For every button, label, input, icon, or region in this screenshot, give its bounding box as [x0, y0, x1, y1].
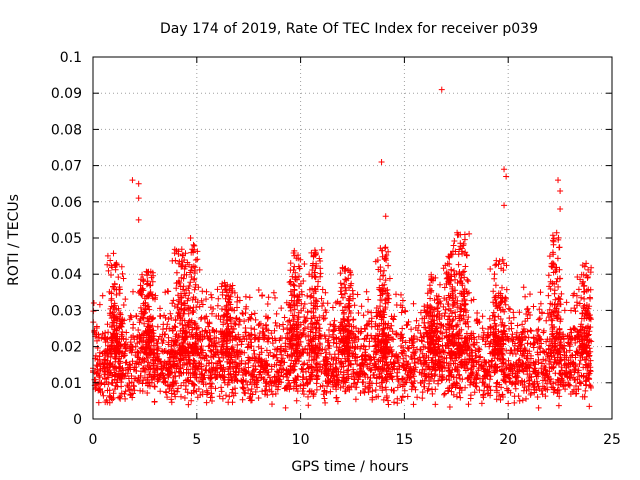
x-tick-label: 5: [192, 432, 201, 448]
roti-outlier-point: [557, 206, 564, 213]
y-tick-label: 0.1: [60, 50, 82, 66]
x-tick-label: 10: [292, 432, 310, 448]
y-tick-label: 0.04: [51, 267, 82, 283]
x-tick-label: 25: [603, 432, 621, 448]
roti-outlier-point: [382, 213, 389, 220]
y-tick-label: 0.06: [51, 195, 82, 211]
y-tick-label: 0.05: [51, 231, 82, 247]
roti-outlier-point: [438, 86, 445, 93]
axis-ticks: [92, 56, 613, 420]
roti-outlier-point: [135, 216, 142, 223]
roti-outlier-point: [501, 166, 508, 173]
y-tick-label: 0.08: [51, 122, 82, 138]
x-tick-labels: 0 5 10 15 20 25: [89, 432, 621, 448]
x-axis-title: GPS time / hours: [291, 459, 408, 475]
roti-outlier-point: [501, 202, 508, 209]
y-tick-label: 0.01: [51, 376, 82, 392]
x-tick-label: 15: [395, 432, 413, 448]
x-tick-label: 0: [89, 432, 98, 448]
roti-outlier-point: [135, 180, 142, 187]
y-tick-label: 0.02: [51, 340, 82, 356]
chart-title: Day 174 of 2019, Rate Of TEC Index for r…: [160, 21, 538, 37]
y-tick-label: 0: [73, 412, 82, 428]
roti-outlier-point: [378, 158, 385, 165]
roti-outlier-point: [135, 195, 142, 202]
y-tick-labels: 0 0.01 0.02 0.03 0.04 0.05 0.06 0.07 0.08 0.09 0.1: [51, 50, 82, 428]
grid-lines: [93, 57, 612, 419]
x-tick-label: 20: [499, 432, 517, 448]
y-axis-title: ROTI / TECUs: [6, 194, 22, 286]
y-tick-label: 0.09: [51, 86, 82, 102]
y-tick-label: 0.07: [51, 159, 82, 175]
roti-points-cloud: [90, 229, 595, 411]
data-points: [90, 86, 595, 411]
roti-outlier-point: [555, 177, 562, 184]
roti-outlier-point: [129, 177, 136, 184]
roti-outlier-point: [503, 173, 510, 180]
roti-outlier-point: [187, 235, 194, 241]
y-tick-label: 0.03: [51, 303, 82, 319]
roti-outlier-point: [557, 187, 564, 194]
